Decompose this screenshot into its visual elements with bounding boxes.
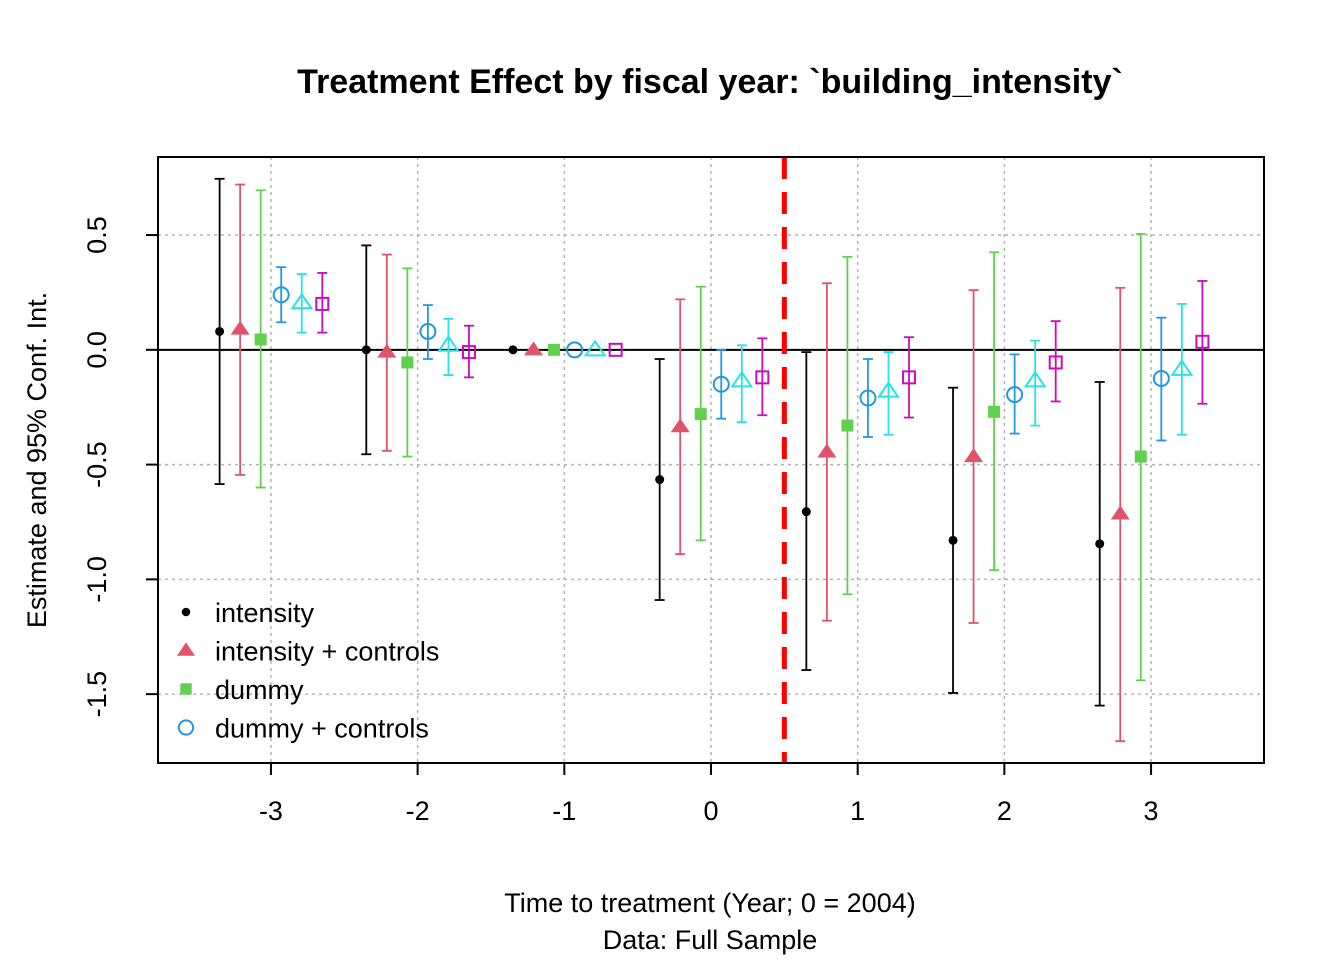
legend-label: dummy <box>215 675 304 705</box>
data-point <box>730 370 754 388</box>
data-point <box>377 343 397 358</box>
x-axis-sublabel: Data: Full Sample <box>603 925 818 955</box>
data-point <box>254 333 267 346</box>
legend-marker <box>180 683 192 695</box>
x-tick-label: 1 <box>850 796 865 826</box>
series-layer <box>214 177 1210 743</box>
x-tick-label: -2 <box>406 796 430 826</box>
data-point <box>755 370 770 385</box>
y-tick-label: 0.5 <box>82 216 112 254</box>
data-point <box>272 286 290 304</box>
grid-layer <box>158 157 1264 763</box>
data-point <box>401 356 414 369</box>
data-point <box>948 535 958 545</box>
data-point <box>859 389 877 407</box>
axes: -3 -2 -1 0 1 2 3 -1.5 -1.0 -0.5 0.0 0.5 <box>82 216 1159 826</box>
data-point <box>1195 334 1210 349</box>
data-point <box>566 341 584 359</box>
y-tick-label: -0.5 <box>82 441 112 488</box>
series-5 <box>290 273 1194 436</box>
x-tick-label: -3 <box>259 796 283 826</box>
data-point <box>315 296 330 311</box>
data-point <box>508 345 518 355</box>
legend-marker <box>181 607 191 617</box>
data-point <box>583 339 607 357</box>
data-point <box>712 375 730 393</box>
chart-title: Treatment Effect by fiscal year: `buildi… <box>297 63 1123 101</box>
data-point <box>877 380 900 398</box>
data-point <box>548 343 561 356</box>
data-point <box>461 345 476 360</box>
data-point <box>817 443 837 458</box>
x-axis-label: Time to treatment (Year; 0 = 2004) <box>504 888 915 918</box>
data-point <box>1134 450 1147 463</box>
data-point <box>1095 539 1105 549</box>
data-point <box>655 475 665 485</box>
series-2 <box>230 183 1130 743</box>
data-point <box>1006 386 1024 404</box>
legend-label: intensity + controls <box>215 637 439 667</box>
data-point <box>1048 355 1063 370</box>
data-point <box>988 405 1001 418</box>
legend: intensity intensity + controls dummy dummy … <box>176 598 439 744</box>
legend-marker <box>177 719 195 736</box>
data-point <box>1110 505 1130 520</box>
reference-lines <box>158 157 1264 763</box>
data-point <box>215 326 225 336</box>
data-point <box>902 370 917 385</box>
data-point <box>1170 359 1194 376</box>
data-point <box>1152 370 1170 388</box>
x-tick-label: -1 <box>552 796 576 826</box>
legend-label: intensity <box>215 598 315 628</box>
data-point <box>964 448 984 463</box>
x-tick-label: 0 <box>703 796 718 826</box>
series-3 <box>254 189 1147 682</box>
data-point <box>524 341 544 356</box>
legend-label: dummy + controls <box>215 714 429 744</box>
x-tick-label: 2 <box>997 796 1012 826</box>
y-tick-label: -1.0 <box>82 556 112 603</box>
y-tick-label: -1.5 <box>82 671 112 718</box>
y-axis-label: Estimate and 95% Conf. Int. <box>22 292 52 628</box>
data-point <box>419 322 437 340</box>
legend-marker <box>176 642 196 656</box>
data-point <box>361 345 371 355</box>
data-point <box>841 419 854 432</box>
data-point <box>801 507 811 517</box>
plot-frame <box>157 156 1265 764</box>
series-4 <box>272 266 1170 442</box>
data-point <box>608 342 623 357</box>
data-point <box>694 408 707 421</box>
x-tick-label: 3 <box>1144 796 1159 826</box>
data-point <box>437 334 460 352</box>
data-point <box>1023 370 1047 388</box>
series-1 <box>214 177 1105 707</box>
data-point <box>670 418 690 433</box>
data-point <box>230 320 250 335</box>
y-tick-label: 0.0 <box>82 331 112 369</box>
series-6 <box>315 272 1210 419</box>
data-point <box>290 292 314 310</box>
